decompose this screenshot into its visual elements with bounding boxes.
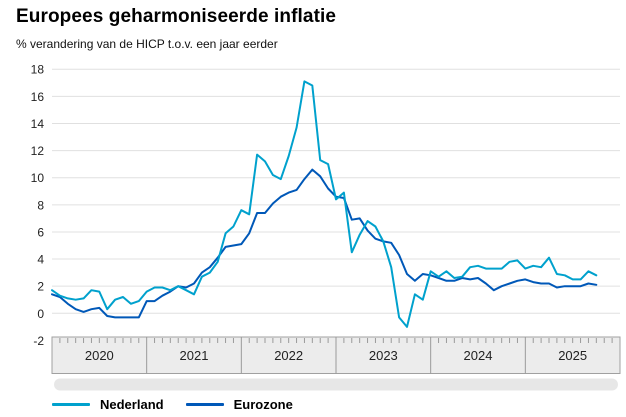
legend-label-eurozone: Eurozone — [233, 396, 293, 412]
x-axis-year-band: 2020 2021 2022 2023 2024 2025 — [51, 336, 621, 374]
chart-legend: Nederland Eurozone — [52, 394, 315, 414]
legend-item-eurozone[interactable]: Eurozone — [185, 396, 293, 412]
x-axis-year-label: 2024 — [464, 348, 493, 363]
eurozone-line-swatch — [185, 402, 224, 406]
y-axis-tick-label: 4 — [37, 253, 44, 267]
page-title: Europees geharmoniseerde inflatie — [16, 6, 337, 27]
y-axis-tick-label: 14 — [31, 117, 45, 131]
x-axis-year-label: 2020 — [85, 348, 114, 363]
legend-label-nederland: Nederland — [100, 396, 164, 412]
y-axis-tick-label: 8 — [37, 198, 44, 212]
y-axis-tick-label: 18 — [31, 63, 45, 77]
x-axis-year-label: 2023 — [369, 348, 398, 363]
x-axis-year-label: 2025 — [558, 348, 587, 363]
y-axis-tick-label: 16 — [31, 90, 45, 104]
x-axis-year-label: 2022 — [274, 348, 303, 363]
y-axis-tick-label: -2 — [33, 334, 44, 348]
y-axis-tick-label: 10 — [31, 171, 45, 185]
y-axis-tick-label: 12 — [31, 144, 45, 158]
chart-subtitle: % verandering van de HICP t.o.v. een jaa… — [16, 37, 278, 51]
gridlines: 18 16 14 12 10 8 6 4 2 0 -2 — [31, 63, 620, 348]
legend-item-nederland[interactable]: Nederland — [52, 397, 164, 412]
series-line-eurozone — [51, 168, 598, 319]
y-axis-tick-label: 6 — [37, 225, 44, 239]
series-line-nederland — [51, 80, 598, 328]
y-axis-tick-label: 2 — [37, 280, 44, 294]
time-range-slider[interactable] — [54, 378, 618, 391]
nederland-line-swatch — [52, 402, 90, 406]
y-axis-tick-label: 0 — [37, 307, 44, 321]
x-axis-year-label: 2021 — [180, 348, 209, 363]
